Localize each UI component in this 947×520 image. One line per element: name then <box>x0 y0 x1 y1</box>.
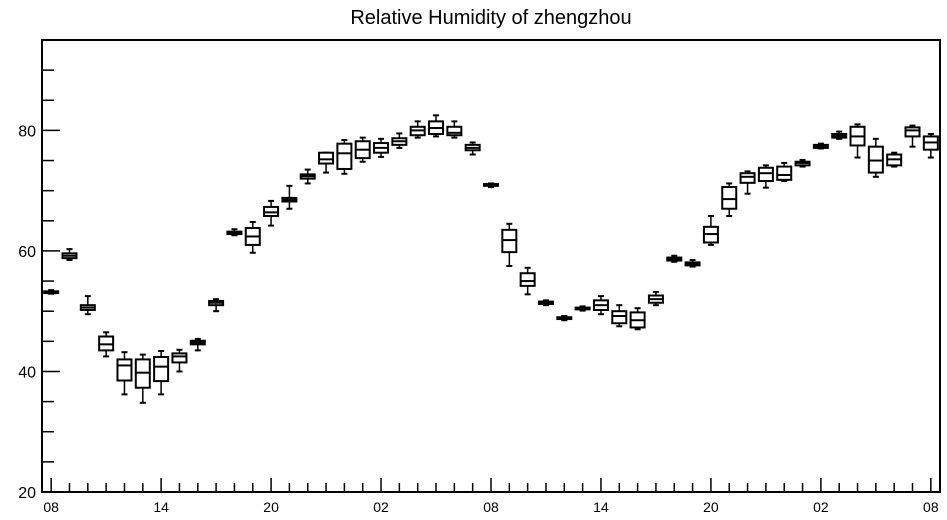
x-tick-label: 02 <box>813 499 829 515</box>
box-plot-item <box>776 161 793 183</box>
box-plot-item <box>281 184 298 210</box>
box-plot-item <box>702 214 719 246</box>
box-plot-item <box>226 228 243 237</box>
x-tick-label: 08 <box>483 499 499 515</box>
box-iqr <box>519 272 536 287</box>
box-plot-item <box>153 349 170 396</box>
box-iqr <box>318 151 335 165</box>
box-plot-item <box>354 136 371 163</box>
x-tick-label: 02 <box>373 499 389 515</box>
box-iqr <box>904 126 921 138</box>
box-plot-item <box>318 151 335 174</box>
box-plot-item <box>849 123 866 159</box>
x-tick-label: 20 <box>703 499 719 515</box>
box-plot-item <box>831 130 848 140</box>
y-tick-label: 80 <box>18 123 36 140</box>
y-tick-label: 20 <box>18 485 36 502</box>
box-plot-item <box>922 133 939 159</box>
box-plot-item <box>519 266 536 296</box>
box-plot-item <box>812 142 829 150</box>
box-iqr <box>757 166 774 183</box>
box-plot-item <box>373 137 390 158</box>
box-iqr <box>153 356 170 383</box>
box-plot-item <box>79 295 96 316</box>
box-plot-item <box>116 351 133 396</box>
box-iqr <box>116 358 133 382</box>
box-iqr <box>721 186 738 210</box>
x-tick-label: 14 <box>593 499 609 515</box>
box-plot-item <box>43 289 60 295</box>
box-plot-item <box>391 132 408 149</box>
box-plot-item <box>171 348 188 373</box>
box-plot-item <box>739 170 756 195</box>
box-plot-item <box>574 305 591 312</box>
box-iqr <box>739 172 756 184</box>
box-plot-item <box>647 290 664 307</box>
plot-frame <box>41 39 941 493</box>
x-tick-label: 20 <box>263 499 279 515</box>
box-plot-item <box>208 298 225 313</box>
axes-group: 20 40 60 80 08 14 20 02 08 14 20 02 08 <box>18 39 939 515</box>
box-plot-item <box>483 182 499 189</box>
box-plot-item <box>464 141 481 156</box>
y-tick-label: 60 <box>18 244 36 261</box>
box-iqr <box>336 142 353 170</box>
box-plot-item <box>684 258 701 268</box>
box-iqr <box>776 165 793 181</box>
box-plot-item <box>629 307 646 331</box>
box-plot-item <box>244 221 261 254</box>
box-plot-item <box>336 139 353 175</box>
box-plot-item <box>757 164 774 189</box>
box-plot-item <box>446 120 463 139</box>
chart-title: Relative Humidity of zhengzhou <box>350 7 631 29</box>
x-tick-label: 08 <box>43 499 59 515</box>
box-plot-item <box>61 248 78 261</box>
box-plot-item <box>501 222 518 267</box>
box-iqr <box>171 352 188 364</box>
box-plot-item <box>592 295 609 316</box>
box-plot-item <box>98 331 115 358</box>
box-iqr <box>446 125 463 137</box>
y-tick-label: 40 <box>18 364 36 381</box>
box-plot-item <box>556 315 573 322</box>
box-plot-item <box>299 168 316 185</box>
x-tick-label: 14 <box>153 499 169 515</box>
box-plot-item <box>611 304 628 328</box>
x-tick-label: 08 <box>923 499 939 515</box>
box-iqr <box>611 310 628 325</box>
box-plot-item <box>886 151 903 168</box>
box-plot-item <box>904 124 921 148</box>
box-plot-item <box>721 182 738 217</box>
box-plot-item <box>666 254 683 263</box>
box-plot-item <box>409 120 426 139</box>
box-plot-item <box>263 199 280 227</box>
box-plot-item <box>867 137 884 178</box>
box-plot-item <box>537 299 554 307</box>
box-plot-item <box>134 353 151 404</box>
box-plot-item <box>189 337 206 352</box>
boxes-group <box>43 114 939 404</box>
box-plot-item <box>428 114 445 138</box>
box-plot-item <box>794 158 811 168</box>
